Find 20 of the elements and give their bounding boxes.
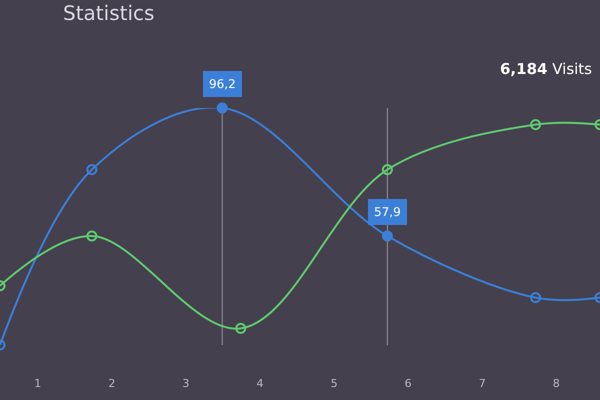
x-tick-label: 5 — [330, 377, 338, 390]
text: 6,184 Visits — [500, 60, 592, 78]
point — [235, 322, 246, 334]
chart-title: Statistics — [63, 1, 154, 25]
x-tick-label: 6 — [404, 377, 412, 390]
x-tick-label: 4 — [256, 377, 264, 390]
point — [216, 102, 228, 114]
x-tick-label: 2 — [108, 377, 116, 390]
x-tick-label: 3 — [182, 377, 190, 390]
annotation: 96,2 — [209, 77, 236, 91]
point — [530, 119, 542, 130]
annotation: 57,9 — [374, 205, 401, 219]
x-tick-label: 1 — [34, 377, 42, 390]
point — [86, 230, 98, 242]
point — [530, 292, 542, 304]
point — [382, 230, 393, 242]
x-tick-label: 8 — [552, 377, 560, 390]
x-tick-label: 7 — [478, 377, 486, 390]
point — [382, 164, 393, 176]
point — [86, 164, 98, 176]
